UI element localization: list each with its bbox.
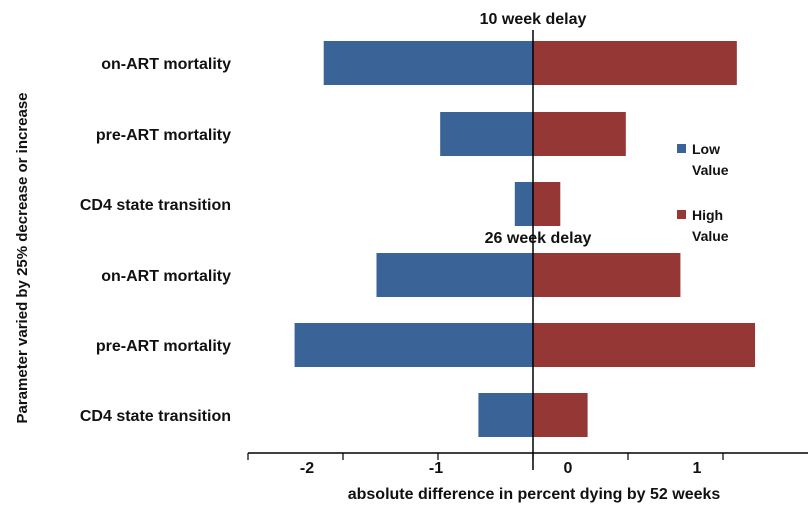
legend: Low Value High Value (677, 141, 729, 244)
bar-low-g0-2 (514, 182, 533, 226)
y-axis-label: Parameter varied by 25% decrease or incr… (14, 92, 31, 423)
category-label-g0-2: CD4 state transition (80, 197, 231, 214)
bar-low-g1-2 (478, 393, 533, 437)
category-label-g0-0: on-ART mortality (101, 56, 231, 73)
bar-low-g1-0 (376, 253, 533, 297)
legend-low-word: Low (692, 141, 720, 157)
x-tick-label-2: 0 (564, 460, 573, 477)
category-label-g1-1: pre-ART mortality (96, 338, 231, 355)
category-label-g1-0: on-ART mortality (101, 268, 231, 285)
category-labels: on-ART mortality pre-ART mortality CD4 sta… (80, 56, 231, 425)
x-axis-ticks: -2 -1 0 1 (247, 453, 724, 477)
group-title-26-week: 26 week delay (485, 230, 592, 247)
x-tick-label-0: -2 (300, 460, 314, 477)
x-tick-label-3: 1 (693, 460, 702, 477)
group-title-10-week: 10 week delay (480, 11, 587, 28)
legend-swatch-high (677, 210, 686, 219)
x-tick-label-1: -1 (429, 460, 443, 477)
legend-label-high: High Value (692, 207, 729, 244)
bar-high-g1-2 (533, 393, 588, 437)
legend-label-low: Low Value (692, 141, 729, 178)
x-axis-label: absolute difference in percent dying by … (348, 486, 721, 503)
bars-layer (294, 41, 756, 437)
bar-low-g0-1 (440, 112, 533, 156)
category-label-g1-2: CD4 state transition (80, 408, 231, 425)
bar-high-g1-0 (533, 253, 681, 297)
bar-high-g0-2 (533, 182, 561, 226)
bar-low-g0-0 (323, 41, 533, 85)
legend-high-word: High (692, 207, 723, 223)
bar-high-g0-0 (533, 41, 737, 85)
legend-low-value: Value (692, 162, 729, 178)
bar-high-g0-1 (533, 112, 626, 156)
legend-high-value: Value (692, 228, 729, 244)
legend-swatch-low (677, 144, 686, 153)
bar-high-g1-1 (533, 323, 756, 367)
bar-low-g1-1 (294, 323, 533, 367)
category-label-g0-1: pre-ART mortality (96, 127, 231, 144)
